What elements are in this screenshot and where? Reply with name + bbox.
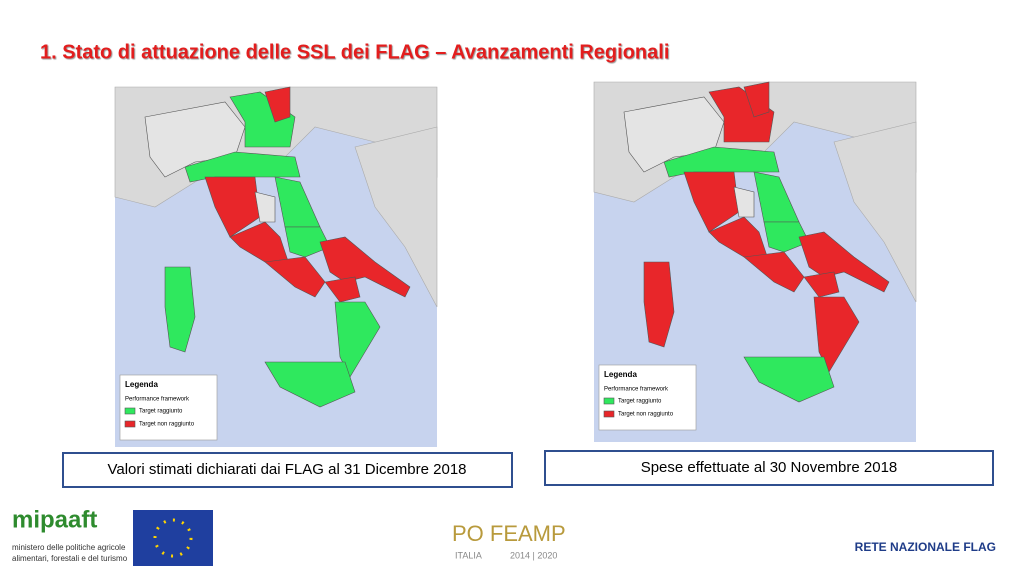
legend-item: Target non raggiunto	[618, 412, 674, 418]
map-left: Legenda Performance framework Target rag…	[114, 86, 438, 448]
program-name: PO FEAMP	[452, 521, 566, 546]
legend-item: Target non raggiunto	[139, 422, 195, 428]
eu-flag	[133, 510, 213, 566]
legend-subtitle: Performance framework	[125, 397, 190, 403]
program-country: ITALIA	[455, 550, 482, 560]
caption-box	[62, 452, 513, 488]
ministry-line: alimentari, forestali e del turismo	[12, 554, 128, 563]
legend-title: Legenda	[604, 370, 637, 379]
legend-item: Target raggiunto	[618, 399, 662, 405]
program-years: 2014 | 2020	[510, 550, 557, 560]
eu-stars	[153, 518, 193, 558]
legend-item: Target raggiunto	[139, 409, 183, 415]
caption-box	[544, 450, 994, 486]
ministry-line: ministero delle politiche agricole	[12, 543, 126, 552]
caption: Spese effettuate al 30 Novembre 2018	[641, 459, 898, 476]
network-name: RETE NAZIONALE FLAG	[855, 540, 996, 554]
legend-subtitle: Performance framework	[604, 387, 669, 393]
caption: Valori stimati dichiarati dai FLAG al 31…	[107, 461, 466, 478]
slide-title: 1. Stato di attuazione delle SSL dei FLA…	[40, 41, 669, 63]
legend-title: Legenda	[125, 380, 158, 389]
map-right: Legenda Performance framework Target rag…	[593, 81, 917, 443]
ministry-logo: mipaaft	[12, 506, 97, 533]
